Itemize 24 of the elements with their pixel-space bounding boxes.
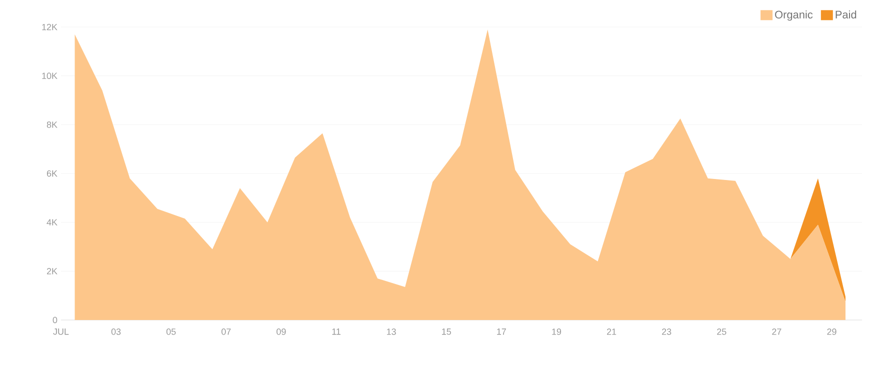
x-tick-label: 29 bbox=[827, 328, 836, 335]
y-tick-label: 2K bbox=[46, 268, 58, 274]
x-tick-label: 07 bbox=[222, 328, 231, 335]
x-tick-label: 09 bbox=[276, 328, 286, 335]
x-tick-label: 03 bbox=[111, 328, 121, 335]
y-tick-label: 12K bbox=[42, 24, 58, 30]
x-tick-label: 13 bbox=[387, 328, 396, 335]
x-tick-label: 17 bbox=[497, 328, 506, 335]
y-tick-label: 4K bbox=[46, 219, 58, 226]
x-tick-label: 05 bbox=[166, 328, 176, 335]
x-tick-label: 21 bbox=[606, 328, 616, 335]
x-tick-label: 27 bbox=[772, 328, 782, 335]
legend-label: Paid bbox=[836, 10, 856, 18]
legend-label: Organic bbox=[775, 10, 813, 21]
x-tick-label: 19 bbox=[552, 328, 562, 335]
x-tick-label: JUL bbox=[53, 328, 69, 335]
y-tick-label: 8K bbox=[46, 121, 58, 128]
x-tick-label: 25 bbox=[717, 328, 726, 335]
x-tick-label: 23 bbox=[662, 328, 672, 335]
y-tick-label: 0 bbox=[52, 316, 58, 324]
y-tick-label: 10K bbox=[42, 72, 58, 80]
x-tick-label: 11 bbox=[332, 328, 340, 335]
x-tick-label: 15 bbox=[442, 328, 451, 335]
y-tick-label: 6K bbox=[46, 170, 58, 177]
